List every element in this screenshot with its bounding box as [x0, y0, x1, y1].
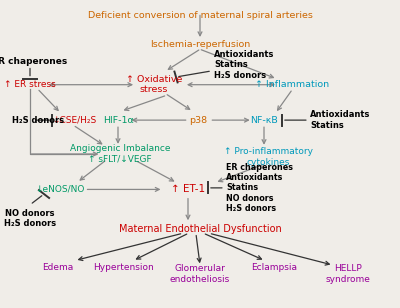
Text: Angiogenic Imbalance
↑ sFLT/↓VEGF: Angiogenic Imbalance ↑ sFLT/↓VEGF [70, 144, 170, 164]
Text: p38: p38 [189, 116, 207, 125]
Text: H₂S donors: H₂S donors [12, 116, 64, 125]
Text: Edema: Edema [42, 263, 74, 273]
Text: ER chaperones
Antioxidants
Statins
NO donors
H₂S donors: ER chaperones Antioxidants Statins NO do… [226, 163, 293, 213]
Text: HIF-1α: HIF-1α [103, 116, 133, 125]
Text: Glomerular
endotheliosis: Glomerular endotheliosis [170, 265, 230, 284]
Text: NF-κB: NF-κB [250, 116, 278, 125]
Text: ↑ ET-1: ↑ ET-1 [171, 184, 205, 194]
Text: ↑ ER stress: ↑ ER stress [4, 80, 56, 89]
Text: ↑ Pro-inflammatory
cytokines: ↑ Pro-inflammatory cytokines [224, 148, 312, 167]
Text: ↓eNOS/NO: ↓eNOS/NO [35, 185, 85, 194]
Text: Ischemia-reperfusion: Ischemia-reperfusion [150, 40, 250, 49]
Text: Antioxidants
Statins
H₂S donors: Antioxidants Statins H₂S donors [214, 50, 274, 79]
Text: Deficient conversion of maternal spiral arteries: Deficient conversion of maternal spiral … [88, 11, 312, 20]
Text: Eclampsia: Eclampsia [251, 263, 297, 273]
Text: HELLP
syndrome: HELLP syndrome [326, 265, 370, 284]
Text: Maternal Endothelial Dysfunction: Maternal Endothelial Dysfunction [119, 225, 281, 234]
Text: ↑ Inflammation: ↑ Inflammation [255, 80, 329, 89]
Text: ↑ Oxidative
stress: ↑ Oxidative stress [126, 75, 182, 94]
Text: Hypertension: Hypertension [94, 263, 154, 273]
Text: ↓CSE/H₂S: ↓CSE/H₂S [52, 116, 96, 125]
Text: ER chaperones: ER chaperones [0, 57, 68, 66]
Text: NO donors
H₂S donors: NO donors H₂S donors [4, 209, 56, 228]
Text: Antioxidants
Statins: Antioxidants Statins [310, 111, 370, 130]
